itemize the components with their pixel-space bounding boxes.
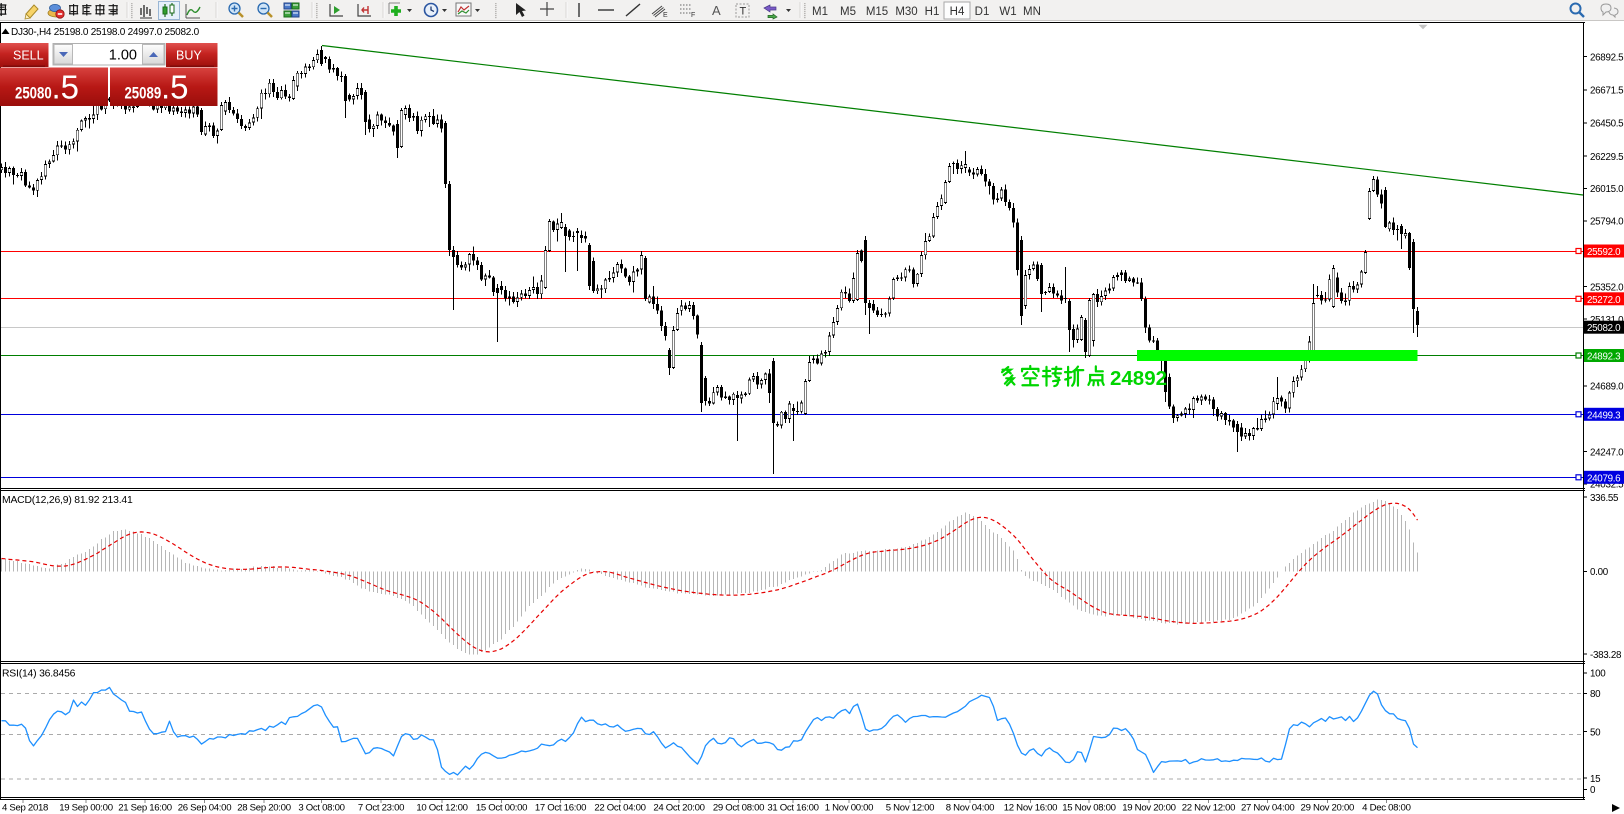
svg-text:D1: D1 [975,6,990,18]
svg-text:15 Oct 00:00: 15 Oct 00:00 [476,803,527,814]
svg-text:T: T [740,6,747,18]
svg-text:E: E [663,12,668,19]
svg-text:M1: M1 [812,6,828,18]
svg-text:3 Oct 08:00: 3 Oct 08:00 [298,803,344,814]
svg-text:4 Dec 08:00: 4 Dec 08:00 [1362,803,1410,814]
svg-text:26671.5: 26671.5 [1590,86,1624,97]
svg-text:1.00: 1.00 [109,48,137,64]
svg-text:M15: M15 [866,6,888,18]
svg-text:22 Oct 04:00: 22 Oct 04:00 [594,803,645,814]
svg-text:17 Oct 16:00: 17 Oct 16:00 [535,803,586,814]
svg-text:15: 15 [1590,774,1601,785]
svg-text:15 Nov 08:00: 15 Nov 08:00 [1062,803,1115,814]
svg-text:BUY: BUY [176,49,202,63]
svg-text:24892.3: 24892.3 [1587,352,1621,363]
svg-text:27 Nov 04:00: 27 Nov 04:00 [1241,803,1294,814]
svg-text:H1: H1 [925,6,940,18]
svg-text:5 Nov 12:00: 5 Nov 12:00 [886,803,934,814]
svg-text:7 Oct 23:00: 7 Oct 23:00 [358,803,404,814]
svg-text:25131.0: 25131.0 [1590,315,1624,326]
svg-text:31 Oct 16:00: 31 Oct 16:00 [767,803,818,814]
svg-text:24 Oct 20:00: 24 Oct 20:00 [653,803,704,814]
svg-text:W1: W1 [999,6,1016,18]
svg-text:DJ30-,H4 25198.0 25198.0 2499: DJ30-,H4 25198.0 25198.0 24997.0 25082.0 [11,27,200,38]
svg-text:26450.5: 26450.5 [1590,119,1624,130]
svg-text:24032.5: 24032.5 [1590,480,1624,491]
svg-text:24247.0: 24247.0 [1590,447,1624,458]
svg-text:F: F [691,12,695,19]
svg-text:25082.0: 25082.0 [1587,323,1621,334]
svg-text:4 Sep 2018: 4 Sep 2018 [2,803,48,814]
svg-text:24892: 24892 [1110,367,1167,390]
svg-text:1 Nov 00:00: 1 Nov 00:00 [825,803,873,814]
svg-text:M5: M5 [840,6,856,18]
svg-text:SELL: SELL [13,49,44,63]
svg-text:336.55: 336.55 [1590,493,1619,504]
svg-text:26015.0: 26015.0 [1590,184,1624,195]
svg-text:0: 0 [1590,785,1596,796]
svg-text:.5: .5 [52,69,80,106]
svg-text:29 Oct 08:00: 29 Oct 08:00 [713,803,764,814]
svg-text:50: 50 [1590,727,1601,738]
svg-text:25592.0: 25592.0 [1587,247,1621,258]
svg-text:24079.6: 24079.6 [1587,473,1621,484]
svg-text:19 Nov 20:00: 19 Nov 20:00 [1122,803,1175,814]
svg-text:25272.0: 25272.0 [1587,295,1621,306]
svg-text:24689.0: 24689.0 [1590,382,1624,393]
svg-text:RSI(14) 36.8456: RSI(14) 36.8456 [2,669,76,680]
svg-text:MN: MN [1023,6,1041,18]
svg-text:8 Nov 04:00: 8 Nov 04:00 [946,803,994,814]
svg-text:25794.0: 25794.0 [1590,217,1624,228]
svg-text:21 Sep 16:00: 21 Sep 16:00 [118,803,171,814]
svg-text:100: 100 [1590,669,1606,680]
svg-text:26229.5: 26229.5 [1590,152,1624,163]
svg-text:28 Sep 20:00: 28 Sep 20:00 [237,803,290,814]
svg-text:29 Nov 20:00: 29 Nov 20:00 [1301,803,1354,814]
svg-text:M30: M30 [895,6,917,18]
svg-text:.5: .5 [161,69,189,106]
svg-text:25080: 25080 [15,84,52,103]
svg-text:H4: H4 [950,6,965,18]
svg-text:24499.3: 24499.3 [1587,410,1621,421]
svg-text:26892.5: 26892.5 [1590,53,1624,64]
svg-text:MACD(12,26,9) 81.92 213.41: MACD(12,26,9) 81.92 213.41 [2,495,133,506]
svg-text:26 Sep 04:00: 26 Sep 04:00 [178,803,231,814]
svg-text:25352.0: 25352.0 [1590,282,1624,293]
svg-text:10 Oct 12:00: 10 Oct 12:00 [416,803,467,814]
svg-text:A: A [712,3,721,18]
svg-text:0.00: 0.00 [1590,567,1609,578]
svg-text:25089: 25089 [124,84,161,103]
svg-text:-383.28: -383.28 [1590,650,1622,661]
svg-text:80: 80 [1590,689,1601,700]
svg-text:22 Nov 12:00: 22 Nov 12:00 [1182,803,1235,814]
svg-text:19 Sep 00:00: 19 Sep 00:00 [59,803,112,814]
svg-text:12 Nov 16:00: 12 Nov 16:00 [1004,803,1057,814]
